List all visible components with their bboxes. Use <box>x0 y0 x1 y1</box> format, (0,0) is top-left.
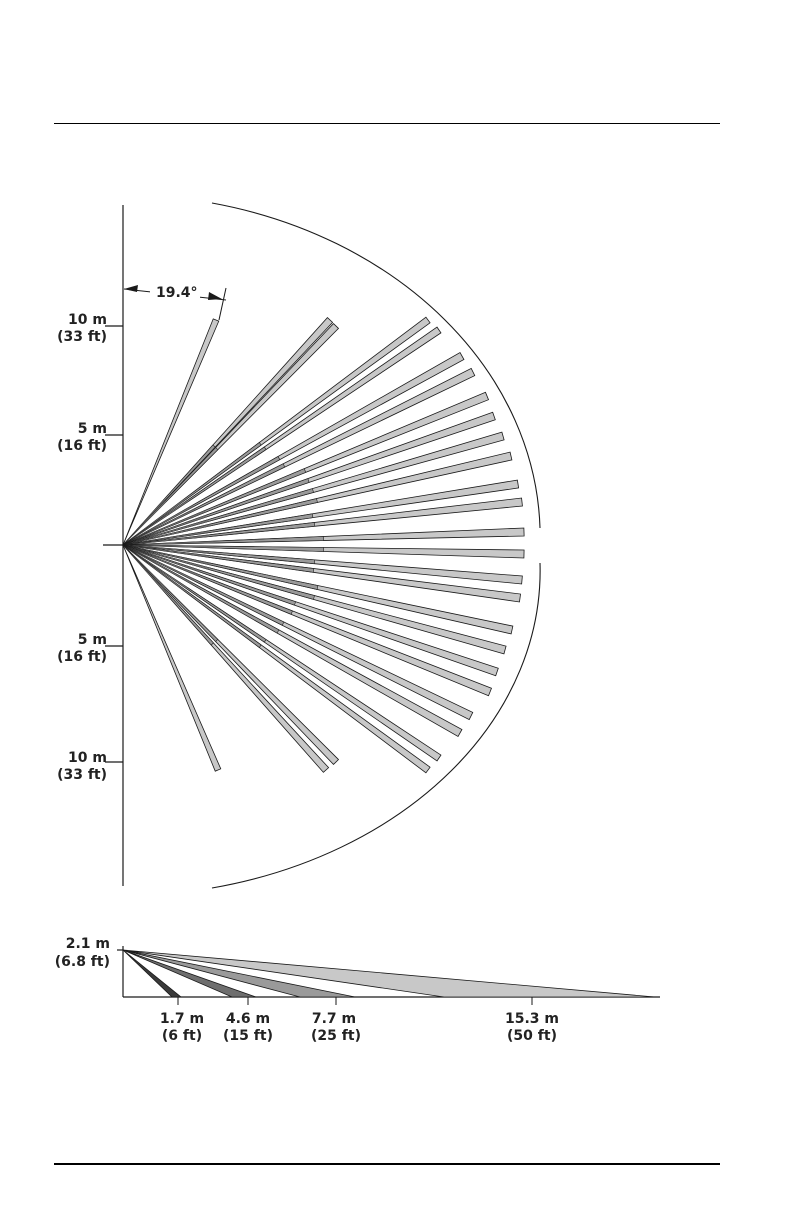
detection-beam-core <box>123 508 196 545</box>
side-view-pattern: 2.1 m (6.8 ft) 1.7 m (6 ft) 4.6 m (15 ft… <box>55 936 660 1044</box>
detection-beam-core <box>123 545 211 566</box>
detection-beam-core <box>123 545 209 558</box>
top-view-pattern: 19.4° 10 m (33 ft) 5 m (16 ft) 5 m (16 f… <box>57 202 541 889</box>
dist-label-3-m: 7.7 m <box>312 1011 356 1027</box>
side-zone-mid <box>122 949 356 998</box>
coverage-arc-bottom <box>211 562 541 889</box>
dist-label-2-m: 4.6 m <box>226 1011 270 1027</box>
dist-label-4-m: 15.3 m <box>505 1011 559 1027</box>
angle-label-bg <box>150 282 200 300</box>
detection-beam-core <box>123 515 207 545</box>
scale-label-10m-bottom: 10 m <box>68 750 107 766</box>
angle-arrow-right <box>208 292 222 300</box>
detection-beam <box>122 544 222 772</box>
detection-beam-core <box>123 501 166 545</box>
detection-beams <box>122 316 525 774</box>
dist-label-1-ft: (6 ft) <box>162 1028 202 1044</box>
side-height-label-m: 2.1 m <box>66 936 110 952</box>
detection-beam-core <box>123 545 196 582</box>
detection-beam-core <box>123 545 200 577</box>
detection-beam-core <box>123 498 186 545</box>
detection-beam-core <box>123 505 194 545</box>
detection-beam-core <box>123 545 166 589</box>
detection-beam-core <box>123 519 209 545</box>
dist-label-2-ft: (15 ft) <box>223 1028 273 1044</box>
detection-beam-core <box>123 545 214 548</box>
dist-label-3-ft: (25 ft) <box>311 1028 361 1044</box>
footer-rule <box>54 1163 720 1165</box>
detection-beam-core <box>123 541 214 545</box>
detection-beam-core <box>123 545 210 570</box>
scale-label-5m-bottom: 5 m <box>78 632 107 648</box>
detection-beam <box>122 318 220 546</box>
dist-label-4-ft: (50 ft) <box>507 1028 557 1044</box>
dist-label-1-m: 1.7 m <box>160 1011 204 1027</box>
side-zone-short <box>122 949 257 998</box>
side-zone-long <box>122 949 656 998</box>
detection-beam-core <box>123 500 188 545</box>
scale-label-10m-top: 10 m <box>68 312 107 328</box>
scale-label-16ft-bottom: (16 ft) <box>57 649 107 665</box>
scale-label-16ft-top: (16 ft) <box>57 438 107 454</box>
scale-label-33ft-top: (33 ft) <box>57 329 107 345</box>
angle-extension-line <box>218 287 227 321</box>
coverage-arc-top <box>211 202 541 529</box>
side-zone-nearest <box>122 949 183 998</box>
detection-beam-core <box>123 524 211 545</box>
detection-beam-core <box>123 545 201 573</box>
detection-beam-core <box>123 545 164 591</box>
detection-beam-core <box>123 534 210 545</box>
header-rule <box>54 123 720 124</box>
angle-arrow-left <box>124 285 138 292</box>
angle-label: 19.4° <box>156 285 198 301</box>
detection-beam-core <box>123 545 186 592</box>
detection-beam-core <box>123 530 209 545</box>
detection-beam-core <box>123 510 206 545</box>
scale-label-5m-top: 5 m <box>78 421 107 437</box>
detection-beam-core <box>123 545 210 554</box>
scale-label-33ft-bottom: (33 ft) <box>57 767 107 783</box>
side-height-label-ft: (6.8 ft) <box>55 954 110 970</box>
detection-beam-core <box>123 545 188 589</box>
detection-beam-core <box>123 545 194 585</box>
